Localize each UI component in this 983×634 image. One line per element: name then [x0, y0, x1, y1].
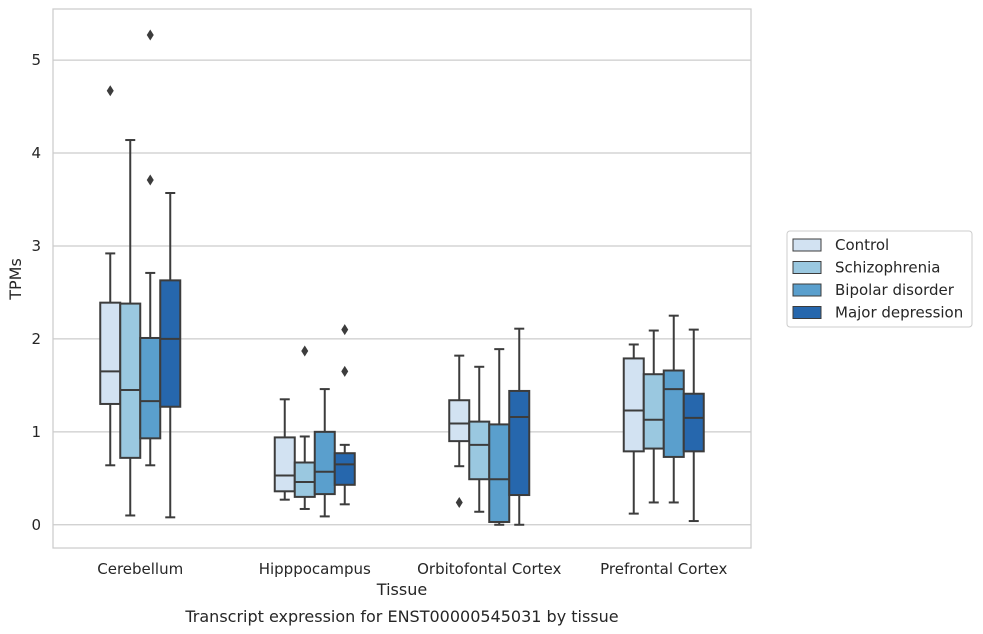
boxes — [99, 29, 705, 526]
y-tick-label-1: 1 — [31, 423, 41, 441]
grid-lines — [53, 59, 751, 526]
x-tick-label-1: Hipppocampus — [259, 560, 371, 578]
outlier-1-3-1 — [341, 324, 349, 336]
box-3-3 — [682, 392, 705, 453]
box-1-0 — [273, 436, 296, 493]
outlier-1-3-0 — [341, 365, 349, 377]
y-tick-label-3: 3 — [31, 237, 41, 255]
outlier-0-0-0 — [106, 85, 114, 97]
x-tick-label-3: Prefrontal Cortex — [600, 560, 727, 578]
y-axis-label: TPMs — [6, 258, 25, 301]
box-0-1 — [119, 302, 142, 459]
box-group-2-2 — [488, 348, 511, 526]
legend-label-2: Bipolar disorder — [835, 281, 955, 299]
x-tick-label-0: Cerebellum — [97, 560, 183, 578]
chart-caption: Transcript expression for ENST0000054503… — [184, 607, 618, 626]
x-tick-label-2: Orbitofontal Cortex — [417, 560, 561, 578]
box-group-3-0 — [622, 343, 645, 515]
box-2-2 — [488, 423, 511, 523]
box-group-0-0 — [99, 85, 122, 467]
legend-swatch-2 — [792, 283, 822, 297]
box-2-1 — [468, 420, 491, 481]
box-group-3-1 — [642, 329, 665, 504]
legend-swatch-1 — [792, 261, 822, 274]
box-3-0 — [622, 357, 645, 453]
legend-swatch-3 — [792, 306, 822, 319]
box-1-1 — [293, 461, 316, 498]
box-1-3 — [333, 452, 356, 486]
legend-swatch-0 — [792, 238, 822, 252]
box-group-1-3 — [333, 324, 356, 506]
y-tick-label-4: 4 — [31, 144, 41, 162]
x-tick-labels: Cerebellum Hipppocampus Orbitofontal Corte… — [97, 560, 727, 578]
plot-frame — [52, 8, 752, 549]
legend-label-1: Schizophrenia — [835, 259, 940, 277]
box-group-2-0 — [448, 354, 471, 508]
outlier-1-1-0 — [301, 345, 309, 357]
outlier-0-2-1 — [146, 29, 154, 41]
box-1-2 — [313, 430, 336, 496]
box-group-1-2 — [313, 388, 336, 518]
box-2-3 — [508, 389, 531, 497]
box-0-3 — [159, 279, 182, 408]
box-group-3-3 — [682, 328, 705, 523]
box-3-2 — [662, 369, 685, 458]
box-3-1 — [642, 373, 665, 450]
outlier-2-0-0 — [455, 496, 463, 508]
box-group-0-3 — [159, 192, 182, 519]
legend-label-3: Major depression — [835, 304, 963, 322]
legend: Control Schizophrenia Bipolar disorder Majo… — [786, 230, 973, 328]
box-0-2 — [139, 336, 162, 440]
box-group-3-2 — [662, 314, 685, 504]
box-group-2-3 — [508, 327, 531, 526]
y-tick-label-5: 5 — [31, 51, 41, 69]
legend-label-0: Control — [835, 236, 889, 254]
y-tick-labels: 0 1 2 3 4 5 — [31, 51, 41, 534]
box-group-1-1 — [293, 345, 316, 510]
y-tick-label-0: 0 — [31, 516, 41, 534]
outlier-0-2-0 — [146, 174, 154, 186]
box-2-0 — [448, 399, 471, 443]
x-axis-label: Tissue — [376, 580, 427, 599]
y-tick-label-2: 2 — [31, 330, 41, 348]
box-group-0-1 — [119, 139, 142, 517]
box-group-1-0 — [273, 398, 296, 501]
box-group-2-1 — [468, 365, 491, 513]
box-0-0 — [99, 301, 122, 405]
box-group-0-2 — [139, 29, 162, 467]
legend-frame — [786, 230, 973, 328]
